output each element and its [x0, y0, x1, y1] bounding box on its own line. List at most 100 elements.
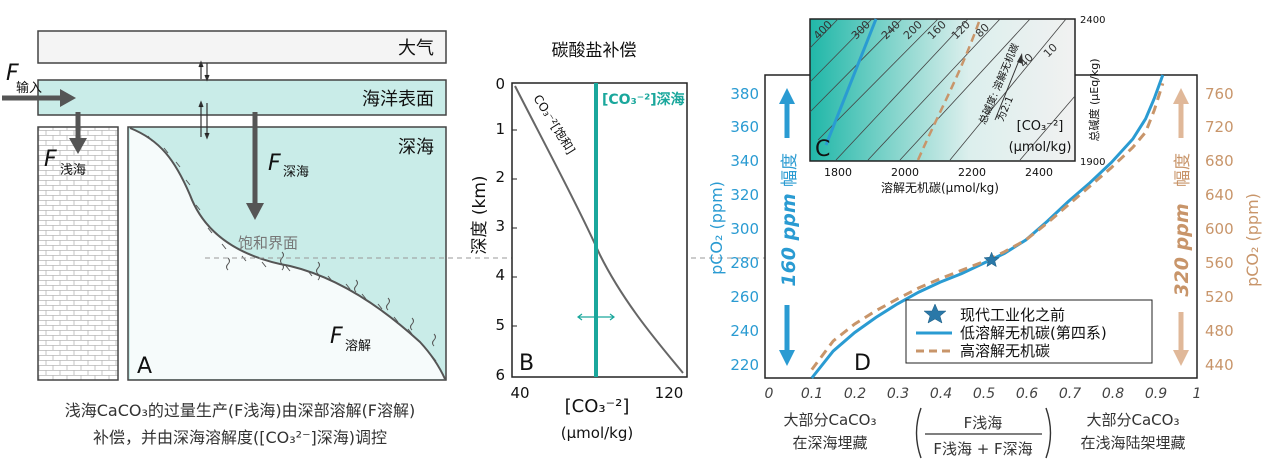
d-bottom-right-1: 大部分CaCO₃: [1087, 411, 1180, 429]
c-inner-unit: (μmol/kg): [1009, 140, 1072, 155]
d-xtick-08: 0.8: [1102, 386, 1124, 402]
b-ytick-4: 4: [495, 266, 505, 284]
d-rtick-640: 640: [1205, 186, 1234, 204]
c-xtick-2400: 2400: [1025, 166, 1053, 179]
input-flux: F 输入: [2, 61, 76, 107]
horizontal-double-arrow: [577, 313, 615, 321]
d-ltick-220: 220: [730, 356, 759, 374]
d-bottom-right-2: 在浅海陆架埋藏: [1080, 434, 1185, 452]
d-xtick-03: 0.3: [887, 386, 909, 402]
panel-b: 碳酸盐补偿 0 1 2 3 4 5 6 深度 (km) CO₃⁻²[饱和] [C…: [470, 41, 688, 442]
d-rtick-720: 720: [1205, 118, 1234, 136]
d-ltick-300: 300: [730, 220, 759, 238]
d-xtick-1: 1: [1193, 386, 1202, 402]
d-rtick-520: 520: [1205, 288, 1234, 306]
d-ltick-360: 360: [730, 118, 759, 136]
c-orange-dashed: [916, 18, 982, 161]
d-left-axis-label: pCO₂ (ppm): [707, 181, 726, 275]
legend-item-low-dic: 低溶解无机碳(第四系): [960, 324, 1107, 342]
panel-b-ylabel: 深度 (km): [470, 175, 490, 254]
dissolution-sub: 溶解: [345, 339, 371, 354]
d-xtick-07: 0.7: [1059, 386, 1081, 402]
d-x-ticks: 0 0.1 0.2 0.3 0.4 0.5 0.6 0.7 0.8 0.9 1: [765, 386, 1202, 402]
legend-star-icon: [923, 303, 947, 324]
dissolution-f: F: [330, 324, 343, 349]
input-sub: 输入: [16, 80, 42, 96]
d-rtick-440: 440: [1205, 356, 1234, 374]
d-xtick-05: 0.5: [973, 386, 995, 402]
legend-item-high-dic: 高溶解无机碳: [960, 342, 1050, 360]
atmosphere-box: [37, 30, 447, 64]
d-ltick-240: 240: [730, 322, 759, 340]
b-ytick-2: 2: [495, 168, 505, 186]
panel-a-caption-1: 浅海CaCO₃的过量生产(F浅海)由深部溶解(F溶解): [65, 401, 416, 420]
d-frac-den: F浅海 + F深海: [933, 440, 1032, 458]
b-xtick-40: 40: [510, 384, 529, 402]
d-ltick-380: 380: [730, 85, 759, 103]
d-rtick-680: 680: [1205, 152, 1234, 170]
panel-a-caption-2: 补偿，并由深海溶解度([CO₃²⁻]深海)调控: [93, 428, 387, 447]
c-inner-label: [CO₃⁻²]: [1017, 119, 1064, 134]
legend-item-preindustrial: 现代工业化之前: [960, 306, 1065, 324]
ocean-surface-box: [37, 79, 447, 116]
panel-c: 400 300 240 200 160 120 80 40 10 总碱度: 溶解…: [809, 15, 1105, 195]
d-xtick-02: 0.2: [844, 386, 866, 402]
panel-d-letter: D: [854, 351, 871, 376]
d-ltick-340: 340: [730, 152, 759, 170]
d-frac-num: F浅海: [964, 414, 1003, 432]
d-fraction: F浅海 F浅海 + F深海: [915, 407, 1052, 459]
panel-b-xlabel: [CO₃⁻²]: [565, 396, 630, 417]
dissolution-squiggles: [226, 251, 436, 347]
shallow-f: F: [44, 147, 57, 172]
b-ytick-3: 3: [495, 217, 505, 235]
d-right-range-value: 320 ppm: [1171, 203, 1193, 296]
shallow-flux: F 浅海: [44, 112, 87, 178]
d-left-range-word: 幅度: [780, 153, 800, 187]
c-contours: [809, 18, 1076, 161]
d-xtick-0: 0: [765, 386, 774, 402]
d-left-range-value: 160 ppm: [778, 193, 800, 286]
deep-flux: F 深海: [246, 112, 309, 220]
series-line-high-dic: [810, 82, 1165, 371]
d-left-ticks: 220 240 260 280 300 320 340 360 380: [730, 85, 759, 374]
b-ytick-1: 1: [495, 120, 505, 138]
d-xtick-09: 0.9: [1145, 386, 1167, 402]
d-rtick-560: 560: [1205, 254, 1234, 272]
deep-co3-label: [CO₃⁻²]深海: [602, 91, 685, 108]
d-right-range: 幅度 320 ppm: [1171, 88, 1193, 366]
d-ltick-260: 260: [730, 288, 759, 306]
deep-ocean-label: 深海: [398, 137, 434, 158]
d-plot-lines: [810, 74, 1165, 379]
d-right-axis-label: pCO₂ (ppm): [1243, 193, 1262, 287]
panel-b-letter: B: [519, 351, 534, 376]
panel-a-letter: A: [137, 354, 152, 379]
d-rtick-760: 760: [1205, 85, 1234, 103]
d-right-range-word: 幅度: [1173, 153, 1193, 187]
c-xlabel: 溶解无机碳(μmol/kg): [881, 180, 999, 195]
panel-a: 大气 海洋表面 饱和界面 深海 F: [2, 30, 800, 447]
gas-exchange-arrows: [198, 60, 210, 140]
panel-b-frame: [511, 82, 688, 378]
c-x-ticks: 1800 2000 2200 2400: [824, 166, 1053, 179]
input-f: F: [6, 61, 19, 86]
panel-b-xunit: (μmol/kg): [561, 424, 633, 442]
panel-c-letter: C: [815, 137, 830, 162]
d-xtick-04: 0.4: [930, 386, 952, 402]
panel-b-yticks: 0 1 2 3 4 5 6: [495, 75, 505, 384]
ocean-surface-label: 海洋表面: [362, 89, 434, 110]
deep-sub: 深海: [283, 165, 309, 180]
c-xtick-1800: 1800: [824, 166, 852, 179]
c-xtick-2200: 2200: [958, 166, 986, 179]
c-xtick-2000: 2000: [891, 166, 919, 179]
d-left-range: 幅度 160 ppm: [778, 88, 800, 366]
b-ytick-0: 0: [495, 75, 505, 93]
b-ytick-5: 5: [495, 316, 505, 334]
d-ltick-320: 320: [730, 186, 759, 204]
seafloor-sediment: [130, 128, 445, 379]
d-ltick-280: 280: [730, 254, 759, 272]
panel-b-title: 碳酸盐补偿: [552, 41, 637, 61]
c-blue-line: [824, 18, 878, 146]
saturation-horizon-label: 饱和界面: [238, 234, 298, 252]
d-rtick-480: 480: [1205, 322, 1234, 340]
